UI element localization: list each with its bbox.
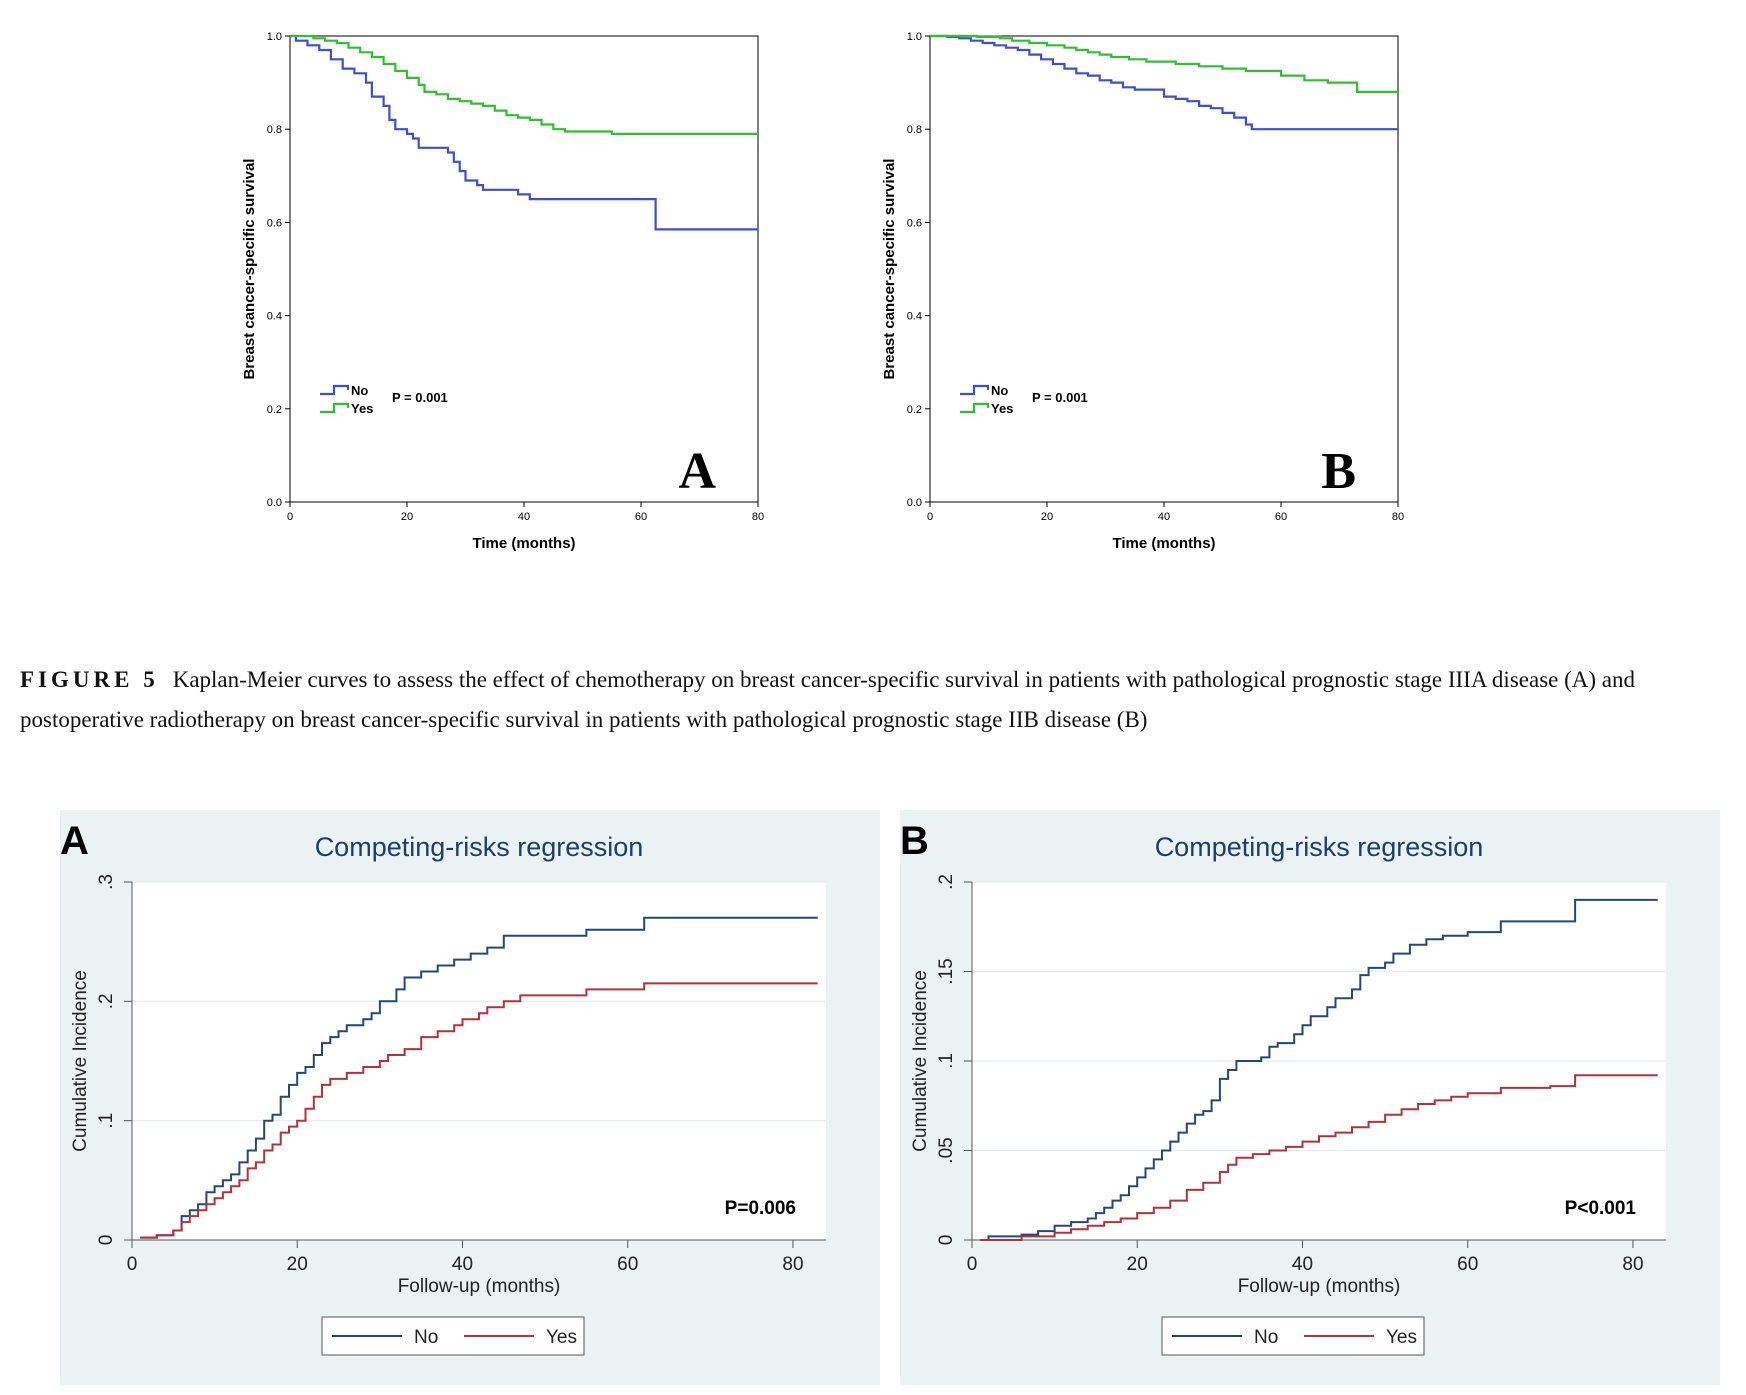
x-tick-label: 40	[1292, 1254, 1313, 1275]
x-tick-label: 0	[287, 511, 293, 523]
chart-title: Competing-risks regression	[315, 832, 644, 862]
x-tick-label: 80	[1622, 1254, 1643, 1275]
y-tick-label: 0.6	[907, 217, 922, 229]
y-tick-label: 0.0	[267, 497, 282, 509]
y-tick-label: .2	[96, 993, 117, 1009]
legend-label-yes: Yes	[351, 401, 373, 416]
x-axis-label: Time (months)	[1112, 535, 1215, 552]
legend-swatch-yes	[320, 402, 350, 414]
panel-letter: B	[900, 819, 929, 863]
legend-label-yes: Yes	[546, 1327, 577, 1348]
legend-swatch-no	[320, 384, 350, 396]
y-tick-label: 0.8	[907, 124, 922, 136]
x-tick-label: 80	[1392, 511, 1404, 523]
x-tick-label: 0	[967, 1254, 978, 1275]
x-axis-label: Follow-up (months)	[1238, 1276, 1401, 1297]
x-tick-label: 80	[752, 511, 764, 523]
y-tick-label: 0.4	[907, 311, 922, 323]
panel-letter: A	[678, 443, 716, 500]
p-value-annotation: P = 0.001	[1032, 390, 1088, 405]
x-axis-label: Time (months)	[472, 535, 575, 552]
y-tick-label: .3	[96, 874, 117, 890]
y-tick-label: 0	[96, 1235, 117, 1246]
km-panel-a: 0.0 0.2 0.4 0.6 0.8 1.0 0 20 40 60 80 Time (months)…	[240, 20, 800, 640]
y-tick-label: .1	[936, 1053, 957, 1069]
p-value-annotation: P=0.006	[725, 1198, 796, 1219]
x-tick-label: 60	[635, 511, 647, 523]
y-tick-label: 0.2	[907, 404, 922, 416]
series-line-no	[980, 898, 1658, 1241]
y-tick-label: 0	[936, 1235, 957, 1246]
plot-frame	[289, 35, 759, 503]
p-value-annotation: P = 0.001	[392, 390, 448, 405]
legend-swatch-yes	[960, 402, 990, 414]
legend-label-yes: Yes	[1386, 1327, 1417, 1348]
series-line-yes	[140, 982, 818, 1239]
figure-caption-text: Kaplan-Meier curves to assess the effect…	[20, 667, 1635, 732]
x-tick-label: 60	[1275, 511, 1287, 523]
y-tick-label: .05	[936, 1137, 957, 1163]
cr-chart-a: 0 .1 .2 .3 0 20 40 60 80 Follow-up (months) Cumula…	[60, 819, 826, 1356]
y-tick-label: 0.8	[267, 124, 282, 136]
series-line-no	[140, 916, 818, 1239]
y-tick-label: .2	[936, 874, 957, 890]
cr-panel-a: 0 .1 .2 .3 0 20 40 60 80 Follow-up (months) Cumula…	[60, 810, 880, 1385]
km-chart-a: 0.0 0.2 0.4 0.6 0.8 1.0 0 20 40 60 80 Time (months)…	[241, 31, 764, 552]
x-tick-label: 20	[1041, 511, 1053, 523]
legend-label-no: No	[414, 1327, 438, 1348]
x-tick-label: 40	[1158, 511, 1170, 523]
figure-label: FIGURE 5	[20, 667, 159, 692]
figure-caption: FIGURE 5 Kaplan-Meier curves to assess th…	[20, 660, 1740, 740]
plot-frame	[929, 35, 1399, 503]
x-tick-label: 80	[782, 1254, 803, 1275]
y-tick-label: 0.4	[267, 311, 282, 323]
x-tick-label: 20	[1127, 1254, 1148, 1275]
y-tick-label: .1	[96, 1113, 117, 1129]
series-line-yes	[930, 34, 1398, 93]
x-tick-label: 20	[287, 1254, 308, 1275]
panel-letter: B	[1321, 443, 1356, 500]
legend-label-no: No	[1254, 1327, 1278, 1348]
km-chart-b: 0.0 0.2 0.4 0.6 0.8 1.0 0 20 40 60 80 Time (months)…	[881, 31, 1404, 552]
x-tick-label: 40	[452, 1254, 473, 1275]
series-line-no	[290, 34, 758, 231]
cr-chart-b: 0 .05 .1 .15 .2 0 20 40 60 80 Follow-up (months) Cu…	[900, 819, 1666, 1356]
x-tick-label: 0	[927, 511, 933, 523]
legend-label-no: No	[351, 383, 368, 398]
x-tick-label: 60	[617, 1254, 638, 1275]
y-tick-label: .15	[936, 958, 957, 984]
legend-swatch-no	[960, 384, 990, 396]
x-tick-label: 20	[401, 511, 413, 523]
y-axis-label: Cumulative Incidence	[910, 970, 931, 1152]
y-axis-label: Breast cancer-specific survival	[881, 159, 898, 380]
legend-label-yes: Yes	[991, 401, 1013, 416]
km-panel-b: 0.0 0.2 0.4 0.6 0.8 1.0 0 20 40 60 80 Time (months)…	[880, 20, 1440, 640]
chart-title: Competing-risks regression	[1155, 832, 1484, 862]
series-line-no	[930, 34, 1398, 131]
legend-label-no: No	[991, 383, 1008, 398]
y-tick-label: 0.2	[267, 404, 282, 416]
x-tick-label: 0	[127, 1254, 138, 1275]
panel-letter: A	[60, 819, 89, 863]
x-tick-label: 60	[1457, 1254, 1478, 1275]
x-tick-label: 40	[518, 511, 530, 523]
series-line-yes	[290, 34, 758, 135]
y-tick-label: 1.0	[907, 31, 922, 43]
y-axis-label: Breast cancer-specific survival	[241, 159, 258, 380]
series-line-yes	[980, 1074, 1658, 1241]
y-tick-label: 0.6	[267, 217, 282, 229]
cr-panel-b: 0 .05 .1 .15 .2 0 20 40 60 80 Follow-up (months) Cu…	[900, 810, 1720, 1385]
y-tick-label: 0.0	[907, 497, 922, 509]
p-value-annotation: P<0.001	[1565, 1198, 1637, 1219]
y-tick-label: 1.0	[267, 31, 282, 43]
x-axis-label: Follow-up (months)	[398, 1276, 561, 1297]
y-axis-label: Cumulative Incidence	[70, 970, 91, 1152]
